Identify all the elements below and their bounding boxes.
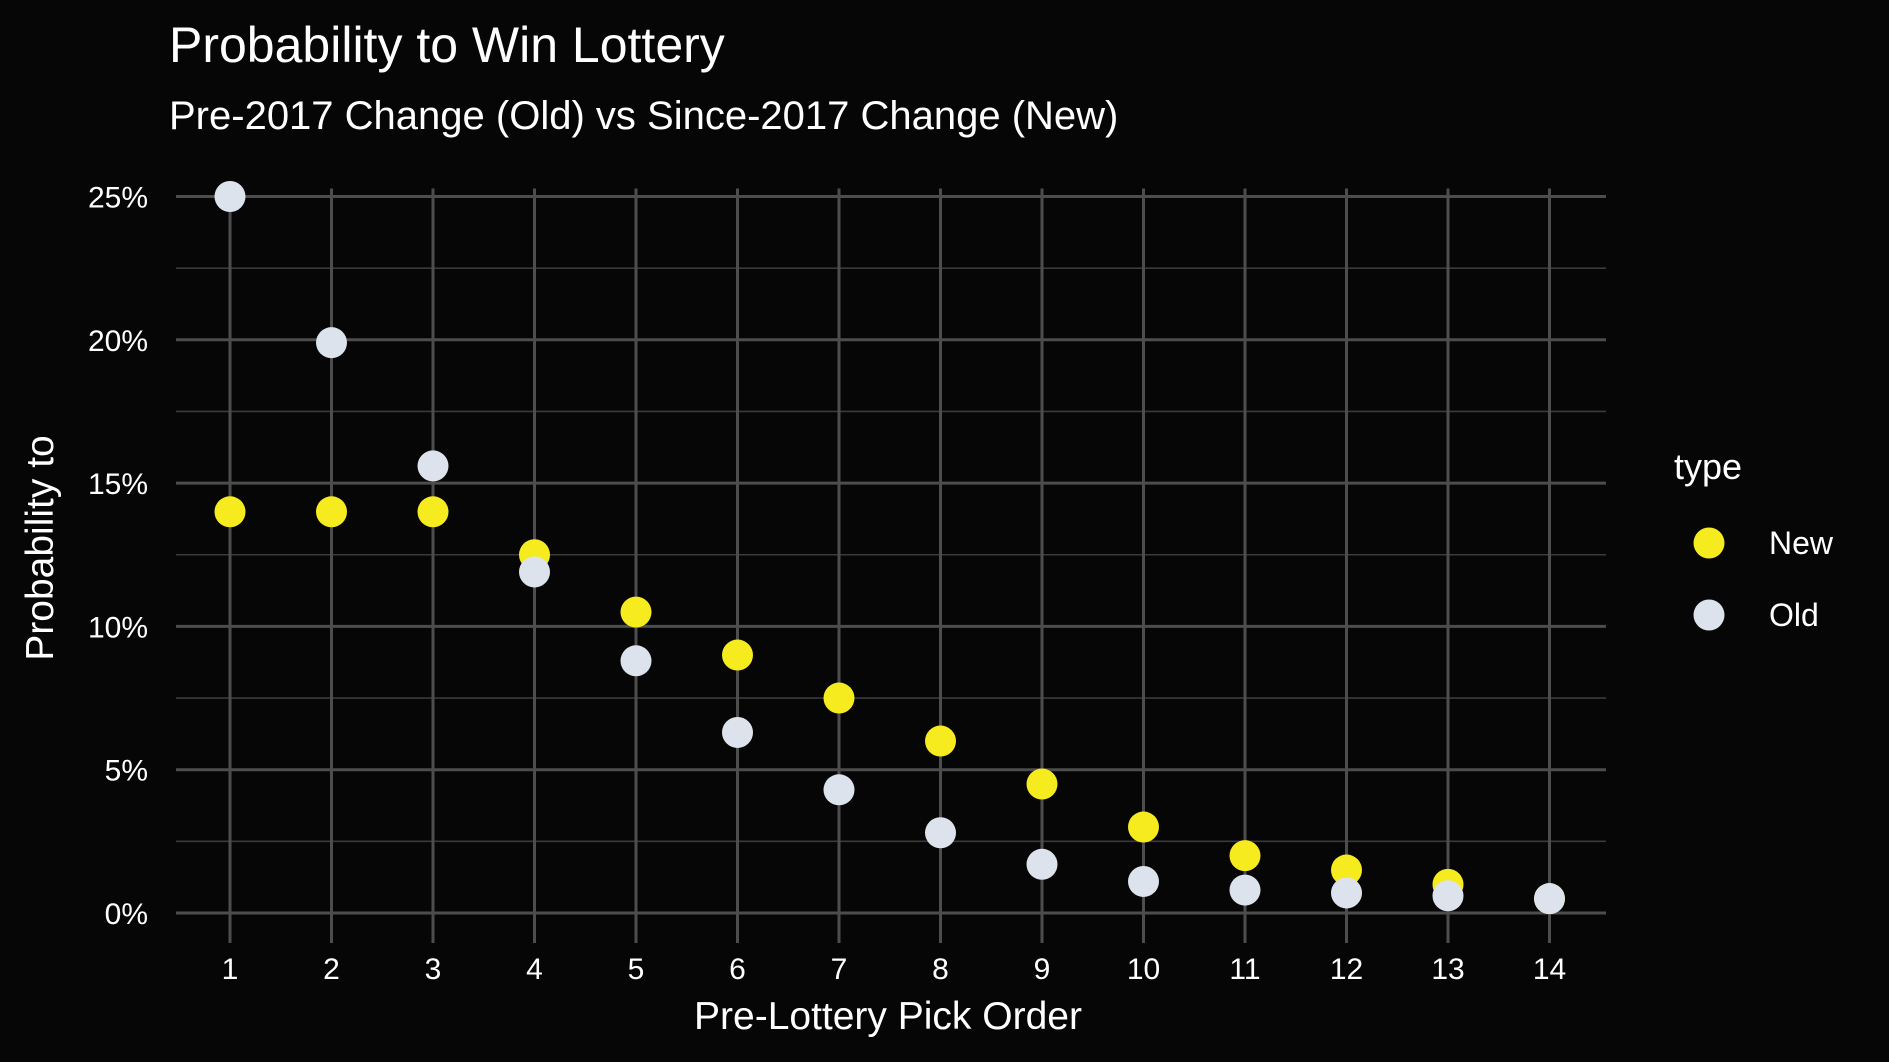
x-tick-label: 5 [628,953,645,986]
legend: type New Old [1674,446,1834,633]
y-tick-label: 20% [88,325,148,358]
x-axis-ticks: 1 2 3 4 5 6 7 8 9 10 11 12 13 14 [222,953,1567,986]
point-new-12 [1331,854,1362,886]
point-old-2 [316,327,347,359]
point-old-4 [519,556,550,588]
point-old-9 [1026,848,1058,880]
legend-label-old: Old [1769,597,1819,633]
x-tick-label: 4 [526,953,543,986]
point-old-11 [1229,874,1261,906]
x-tick-label: 7 [831,953,848,986]
point-new-7 [823,682,855,714]
y-axis-title: Probability to [19,435,62,660]
point-old-3 [417,450,449,482]
x-tick-label: 14 [1533,953,1566,986]
x-tick-label: 6 [729,953,746,986]
x-tick-label: 1 [222,953,239,986]
y-tick-label: 0% [105,898,148,931]
y-tick-label: 15% [88,468,148,501]
point-new-3 [417,496,449,528]
point-new-5 [620,596,652,628]
x-tick-label: 10 [1127,953,1160,986]
point-old-10 [1128,865,1159,897]
y-tick-label: 25% [88,182,148,215]
x-tick-label: 8 [932,953,949,986]
y-tick-label: 5% [105,755,148,788]
x-axis-title: Pre-Lottery Pick Order [694,995,1082,1038]
point-new-6 [722,639,753,671]
x-tick-label: 3 [425,953,442,986]
chart-subtitle: Pre-2017 Change (Old) vs Since-2017 Chan… [169,94,1118,138]
legend-title: type [1674,446,1742,487]
point-old-14 [1534,883,1565,915]
point-old-1 [214,181,246,212]
legend-items: New Old [1693,525,1834,633]
point-new-1 [214,496,246,528]
point-old-5 [620,645,652,677]
point-old-7 [823,774,855,806]
chart-title: Probability to Win Lottery [169,17,725,73]
point-new-2 [316,496,347,528]
grid-layer [176,188,1606,943]
point-old-12 [1331,877,1362,909]
legend-key-new [1693,527,1725,559]
x-tick-label: 13 [1431,953,1464,986]
y-tick-label: 10% [88,611,148,644]
x-tick-label: 12 [1330,953,1363,986]
point-old-6 [722,716,753,748]
x-tick-label: 11 [1229,953,1260,986]
points-layer [214,181,1565,915]
x-tick-label: 9 [1034,953,1051,986]
point-new-9 [1026,768,1058,800]
x-tick-label: 2 [323,953,340,986]
legend-key-old [1693,599,1725,631]
legend-label-new: New [1769,525,1834,561]
point-old-8 [925,817,956,849]
point-new-8 [925,725,956,757]
y-axis-ticks: 0% 5% 10% 15% 20% 25% [88,182,148,932]
point-new-11 [1229,840,1261,872]
point-old-13 [1432,880,1464,912]
point-new-10 [1128,811,1159,843]
